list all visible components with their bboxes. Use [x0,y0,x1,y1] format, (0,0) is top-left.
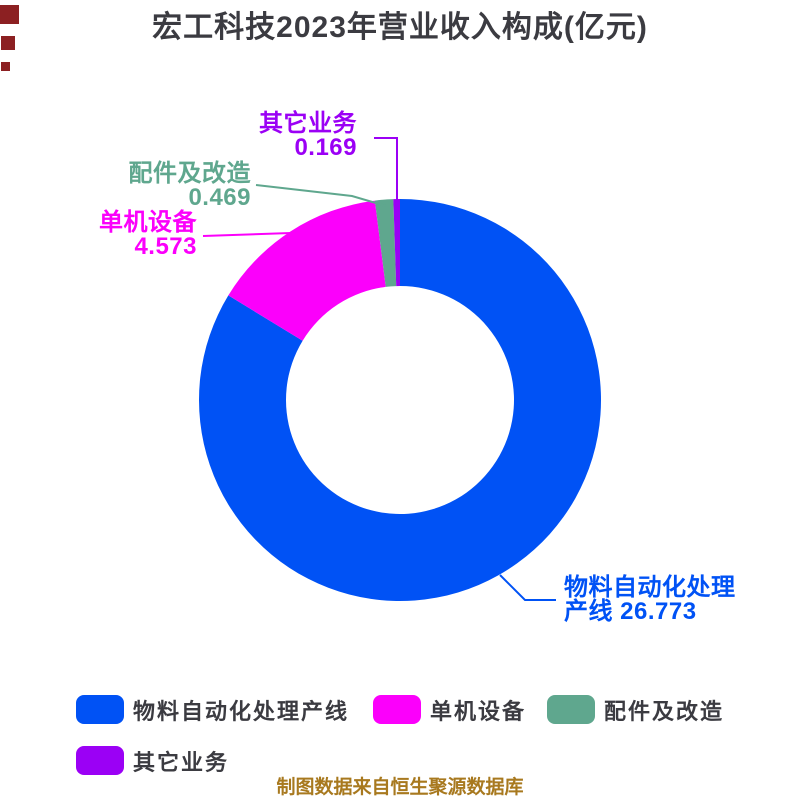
legend-swatch-teal [547,695,595,724]
legend-label: 配件及改造 [604,698,725,724]
pie-slice-1 [199,199,602,601]
legend-item-single-machine-equipment: 单机设备 [373,695,526,724]
legend-label: 单机设备 [430,698,527,724]
callout-value: 产线 26.773 [564,598,697,625]
legend-swatch-purple [76,746,124,775]
callout-value: 4.573 [134,233,197,260]
legend-label: 其它业务 [133,749,230,775]
callout-other-business: 其它业务 0.169 [259,112,357,160]
legend-swatch-magenta [373,695,421,724]
legend-label: 物料自动化处理产线 [133,698,350,724]
corner-artifact [1,62,10,71]
legend-item-material-automation-line: 物料自动化处理产线 [76,695,349,724]
callout-label: 其它业务 [259,110,357,137]
callout-label: 配件及改造 [128,160,251,187]
leader-line-2 [202,232,292,237]
corner-artifact [0,5,19,24]
data-source-note: 制图数据来自恒生聚源数据库 [276,777,524,798]
callout-label: 单机设备 [99,209,197,236]
leader-line-3 [255,184,387,207]
leader-line-4 [374,137,398,203]
pie-slice-4 [393,199,400,287]
callout-single-machine-equipment: 单机设备 4.573 [99,211,197,259]
callout-value: 0.169 [294,134,357,161]
callout-value: 0.469 [188,184,251,211]
chart-title: 宏工科技2023年营业收入构成(亿元) [152,11,648,44]
callout-material-automation-line: 物料自动化处理 产线 26.773 [564,576,736,624]
callout-label: 物料自动化处理 [564,574,736,601]
legend-item-other-business: 其它业务 [76,746,229,775]
leader-line-1 [499,574,556,601]
pie-slice-2 [228,200,386,341]
callout-parts-and-retrofit: 配件及改造 0.469 [129,162,252,210]
pie-slice-3 [374,199,397,287]
corner-artifact [1,36,15,50]
legend-item-parts-and-retrofit: 配件及改造 [547,695,724,724]
legend-swatch-blue [76,695,124,724]
